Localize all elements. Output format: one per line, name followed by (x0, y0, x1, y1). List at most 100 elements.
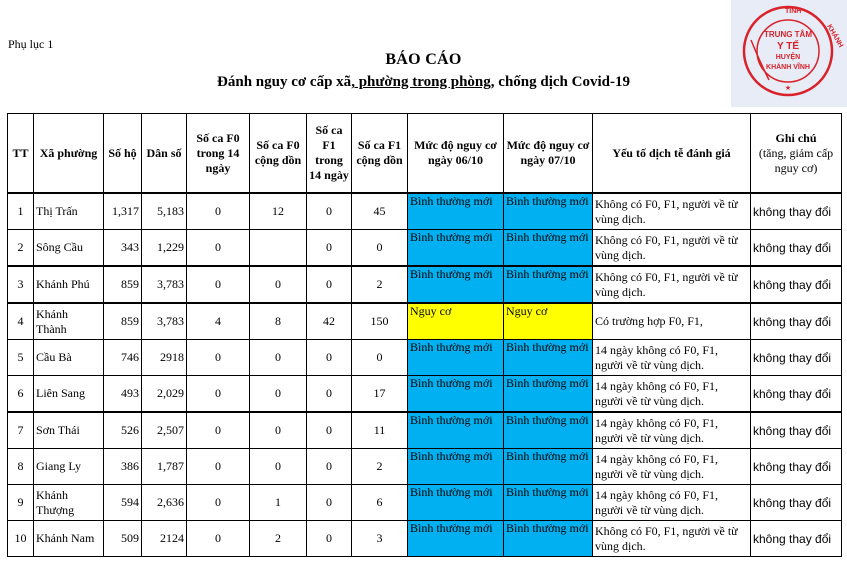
cell-f0-14-days: 0 (186, 339, 250, 376)
cell-level-0710: Nguy cơ (503, 302, 593, 340)
appendix-label: Phụ lục 1 (8, 37, 54, 51)
header-households: Số hộ (103, 113, 142, 194)
cell-level-0710: Bình thường mới (503, 520, 593, 557)
cell-f1-cumulative: 17 (351, 375, 408, 413)
cell-population: 5,183 (141, 192, 187, 230)
cell-note: không thay đổi (750, 229, 842, 267)
cell-f0-cumulative: 0 (249, 448, 307, 485)
cell-commune: Thị Trấn (33, 192, 104, 230)
stamp-line-1: TRUNG TÂM (764, 30, 812, 39)
cell-population: 2,029 (141, 375, 187, 413)
cell-f0-cumulative: 0 (249, 411, 307, 449)
cell-f0-cumulative: 2 (249, 520, 307, 557)
cell-f0-cumulative: 0 (249, 265, 307, 304)
cell-commune: Khánh Thành (33, 302, 104, 340)
cell-tt: 3 (7, 265, 34, 304)
header-tt: TT (7, 113, 34, 194)
table-row: 8 Giang Ly 386 1,787 0 0 0 2 Bình thường mới Bình… (7, 448, 842, 485)
cell-f1-cumulative: 2 (351, 448, 408, 485)
cell-factors: Không có F0, F1, người về từ vùng dịch. (592, 265, 751, 304)
cell-note: không thay đổi (750, 265, 842, 304)
stamp-star-icon: ★ (785, 84, 791, 92)
cell-level-0710: Bình thường mới (503, 339, 593, 376)
cell-households: 386 (103, 448, 142, 485)
cell-f1-14-days: 0 (306, 339, 352, 376)
cell-f0-14-days: 0 (186, 411, 250, 449)
cell-factors: Không có F0, F1, người về từ vùng dịch. (592, 520, 751, 557)
cell-f0-14-days: 0 (186, 448, 250, 485)
cell-f1-14-days: 0 (306, 520, 352, 557)
cell-level-0710: Bình thường mới (503, 265, 593, 304)
subtitle-part-1: Đánh nguy cơ cấp xã (217, 74, 352, 90)
cell-note: không thay đổi (750, 484, 842, 521)
cell-f0-14-days: 0 (186, 484, 250, 521)
header-f1-cumulative: Số ca F1 cộng dồn (351, 113, 408, 194)
header-population: Dân số (141, 113, 187, 194)
stamp-top-text: TỈNH (785, 6, 801, 15)
table-row: 6 Liên Sang 493 2,029 0 0 0 17 Bình thường mới Bì… (7, 375, 842, 413)
header-level-0610: Mức độ nguy cơ ngày 06/10 (407, 113, 504, 194)
cell-f1-14-days: 0 (306, 229, 352, 267)
cell-f1-cumulative: 0 (351, 229, 408, 267)
cell-f1-14-days: 0 (306, 265, 352, 304)
cell-level-0710: Bình thường mới (503, 192, 593, 230)
cell-households: 859 (103, 302, 142, 340)
cell-commune: Khánh Nam (33, 520, 104, 557)
cell-level-0610: Bình thường mới (407, 484, 504, 521)
subtitle-part-underlined: , phường trong phòng, (351, 74, 495, 90)
header-level-0710: Mức độ nguy cơ ngày 07/10 (503, 113, 593, 194)
risk-report-table: TT Xã phường Số hộ Dân số Số ca F0 trong… (7, 113, 842, 557)
cell-tt: 10 (7, 520, 34, 557)
cell-level-0610: Bình thường mới (407, 229, 504, 267)
cell-f1-cumulative: 3 (351, 520, 408, 557)
cell-level-0610: Bình thường mới (407, 265, 504, 304)
cell-f0-14-days: 0 (186, 375, 250, 413)
cell-tt: 8 (7, 448, 34, 485)
cell-level-0710: Bình thường mới (503, 375, 593, 413)
cell-households: 526 (103, 411, 142, 449)
cell-f0-14-days: 4 (186, 302, 250, 340)
cell-f0-cumulative: 0 (249, 375, 307, 413)
cell-f1-cumulative: 11 (351, 411, 408, 449)
cell-note: không thay đổi (750, 302, 842, 340)
cell-f0-cumulative: 8 (249, 302, 307, 340)
cell-level-0710: Bình thường mới (503, 448, 593, 485)
cell-population: 2,636 (141, 484, 187, 521)
cell-households: 343 (103, 229, 142, 267)
cell-f1-14-days: 0 (306, 411, 352, 449)
cell-f1-14-days: 0 (306, 484, 352, 521)
cell-population: 3,783 (141, 265, 187, 304)
header-note-title: Ghi chú (775, 130, 817, 145)
cell-f1-14-days: 42 (306, 302, 352, 340)
cell-f1-14-days: 0 (306, 192, 352, 230)
cell-level-0610: Bình thường mới (407, 411, 504, 449)
cell-factors: Không có F0, F1, người về từ vùng dịch. (592, 192, 751, 230)
cell-level-0610: Nguy cơ (407, 302, 504, 340)
cell-level-0610: Bình thường mới (407, 520, 504, 557)
cell-level-0710: Bình thường mới (503, 229, 593, 267)
report-subtitle: Đánh nguy cơ cấp xã, phường trong phòng,… (0, 74, 847, 91)
cell-factors: 14 ngày không có F0, F1, người về từ vùn… (592, 411, 751, 449)
cell-level-0710: Bình thường mới (503, 411, 593, 449)
cell-level-0610: Bình thường mới (407, 448, 504, 485)
cell-tt: 9 (7, 484, 34, 521)
cell-factors: 14 ngày không có F0, F1, người về từ vùn… (592, 448, 751, 485)
table-row: 1 Thị Trấn 1,317 5,183 0 12 0 45 Bình thường mới… (7, 192, 842, 230)
cell-f0-cumulative: 12 (249, 192, 307, 230)
cell-commune: Sơn Thái (33, 411, 104, 449)
cell-tt: 2 (7, 229, 34, 267)
cell-note: không thay đổi (750, 520, 842, 557)
stamp-seal-icon: TỈNH KHÁNH TRUNG TÂM Y TẾ HUYỆN KHÁNH VĨ… (742, 5, 846, 97)
cell-f1-cumulative: 45 (351, 192, 408, 230)
table-row: 9 Khánh Thượng 594 2,636 0 1 0 6 Bình thường mới… (7, 484, 842, 521)
cell-f0-14-days: 0 (186, 192, 250, 230)
cell-level-0610: Bình thường mới (407, 192, 504, 230)
cell-note: không thay đổi (750, 192, 842, 230)
cell-households: 594 (103, 484, 142, 521)
cell-commune: Liên Sang (33, 375, 104, 413)
cell-factors: Không có F0, F1, người về từ vùng dịch. (592, 229, 751, 267)
cell-commune: Khánh Thượng (33, 484, 104, 521)
header-note-sub: (tăng, giảm cấp nguy cơ) (758, 145, 834, 175)
cell-level-0710: Bình thường mới (503, 484, 593, 521)
cell-population: 3,783 (141, 302, 187, 340)
